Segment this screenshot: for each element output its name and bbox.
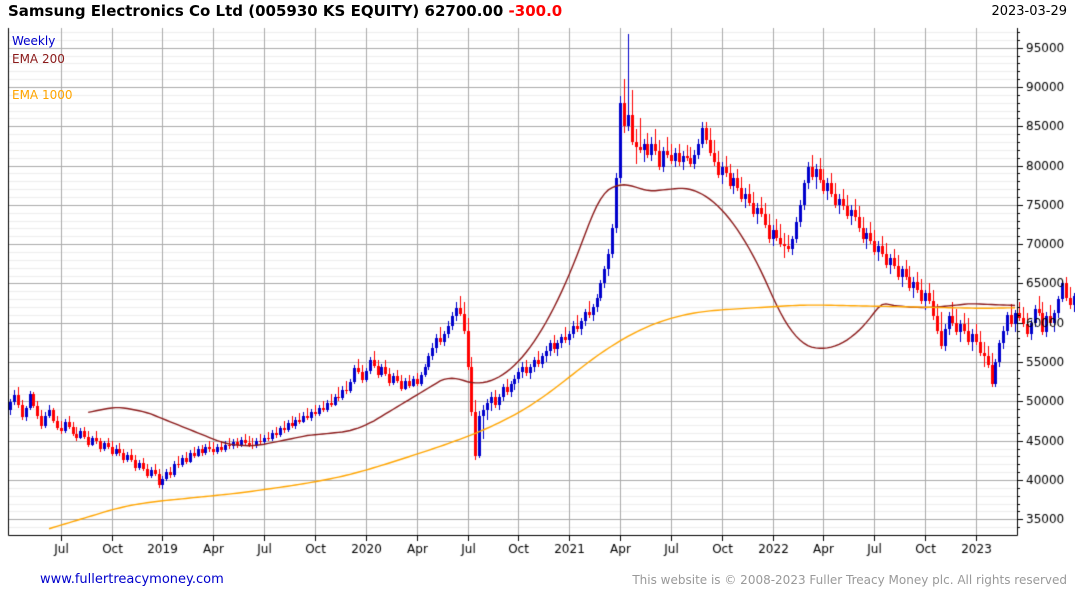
chart-header: Samsung Electronics Co Ltd (005930 KS EQ… <box>0 0 1075 26</box>
site-url[interactable]: www.fullertreacymoney.com <box>40 572 224 587</box>
instrument-ticker: (005930 KS EQUITY) <box>248 2 420 20</box>
chart-footer: www.fullertreacymoney.com This website i… <box>0 566 1075 600</box>
as-of-date: 2023-03-29 <box>991 4 1067 19</box>
page-title: Samsung Electronics Co Ltd (005930 KS EQ… <box>8 2 562 20</box>
price-change: -300.0 <box>508 2 563 20</box>
chart-plot-area[interactable]: Weekly EMA 200 EMA 1000 <box>0 26 1075 566</box>
copyright-notice: This website is © 2008-2023 Fuller Treac… <box>632 573 1067 587</box>
last-price: 62700.00 <box>424 2 504 20</box>
instrument-name: Samsung Electronics Co Ltd <box>8 2 243 20</box>
price-chart-canvas[interactable] <box>0 26 1075 566</box>
